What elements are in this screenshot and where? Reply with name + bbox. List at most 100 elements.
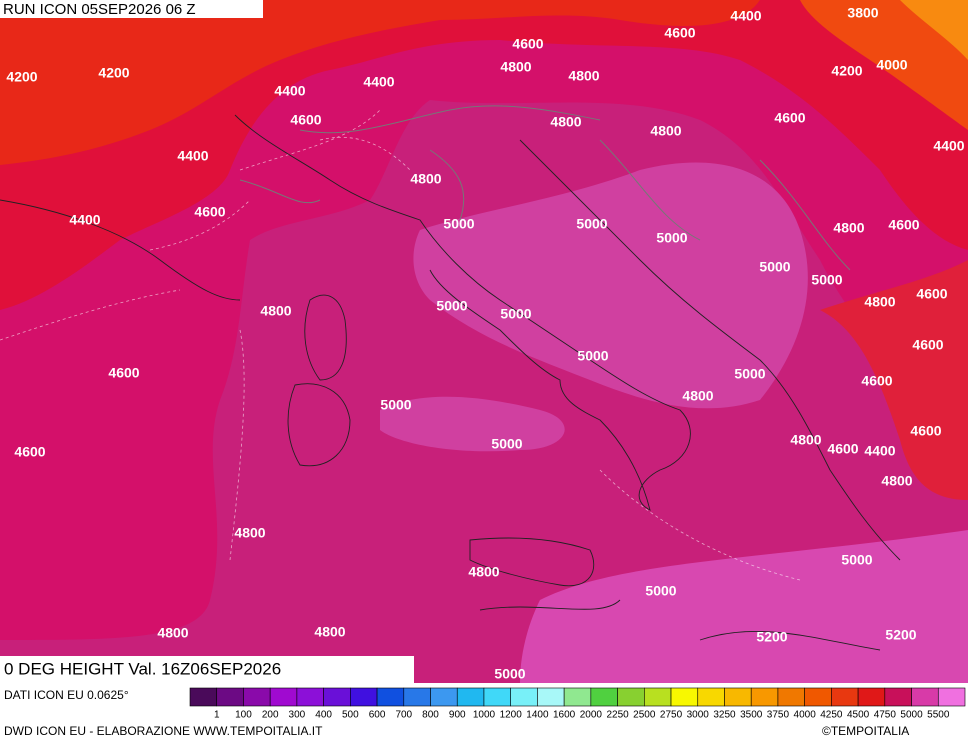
colorbar-swatch <box>350 687 378 707</box>
colorbar-label: 3000 <box>687 710 710 721</box>
contour-label: 4800 <box>234 525 265 541</box>
colorbar-swatch <box>243 687 271 707</box>
contour-label: 4400 <box>933 138 964 154</box>
colorbar-swatch <box>189 687 218 707</box>
colorbar-swatch <box>804 687 832 707</box>
contour-label: 4600 <box>290 112 321 128</box>
contour-label: 4200 <box>6 69 37 85</box>
colorbar-label: 5500 <box>927 710 950 721</box>
contour-label: 4800 <box>881 473 912 489</box>
contour-label: 5000 <box>841 552 872 568</box>
contour-label: 4400 <box>363 74 394 90</box>
coastline-misc <box>0 199 881 651</box>
contour-label: 5000 <box>811 272 842 288</box>
contour-label: 5000 <box>734 366 765 382</box>
colorbar-swatch <box>296 687 324 707</box>
contour-label: 5200 <box>885 627 916 643</box>
contour-label: 5000 <box>491 436 522 452</box>
zone-3800 <box>900 0 968 60</box>
isoline <box>0 109 411 341</box>
colorbar-swatch <box>483 687 511 707</box>
colorbar-label: 100 <box>235 710 252 721</box>
zone-5000-north <box>413 162 808 409</box>
colorbar-label: 4500 <box>847 710 870 721</box>
contour-label: 4400 <box>274 83 305 99</box>
contour-label: 4800 <box>500 59 531 75</box>
colorbar-swatch <box>323 687 351 707</box>
colorbar-label: 400 <box>315 710 332 721</box>
zone-4600 <box>0 0 968 640</box>
contour-label: 4400 <box>177 148 208 164</box>
colorbar-swatch <box>403 687 431 707</box>
contour-labels: 3800 4400 4600 4600 4200 4200 4800 4800 4200 4000… <box>6 5 964 682</box>
zone-greece-4400 <box>820 260 968 500</box>
contour-label: 5000 <box>443 216 474 232</box>
contour-label: 4600 <box>910 423 941 439</box>
colorbar: 1 100 200 300 400 500 600 700 800 900 1000 1200 1400… <box>189 687 966 721</box>
contour-label: 4800 <box>550 114 581 130</box>
colorbar-label: 3500 <box>740 710 763 721</box>
colorbar-label: 1 <box>214 710 220 721</box>
colorbar-swatch <box>590 687 618 707</box>
contour-label: 4400 <box>864 443 895 459</box>
run-label: RUN ICON 05SEP2026 06 Z <box>3 1 196 18</box>
colorbar-swatch <box>617 687 645 707</box>
colorbar-swatch <box>269 687 298 707</box>
colorbar-label: 3750 <box>767 710 790 721</box>
coastline-sicily <box>469 537 595 587</box>
contour-label: 4800 <box>833 220 864 236</box>
zone-4000 <box>800 0 968 130</box>
credit: DWD ICON EU - ELABORAZIONE WWW.TEMPOITAL… <box>4 724 323 738</box>
colorbar-label: 200 <box>262 710 279 721</box>
colorbar-label: 2000 <box>580 710 603 721</box>
contour-label: 5000 <box>656 230 687 246</box>
contour-label: 4800 <box>260 303 291 319</box>
zone-5200 <box>520 530 968 683</box>
colorbar-swatch <box>644 687 672 707</box>
colorbar-swatch <box>216 687 244 707</box>
coastline-italy <box>234 114 691 511</box>
colorbar-label: 2750 <box>660 710 683 721</box>
contour-label: 4600 <box>827 441 858 457</box>
contour-label: 5000 <box>759 259 790 275</box>
contour-label: 4600 <box>861 373 892 389</box>
contour-label: 4600 <box>916 286 947 302</box>
colorbar-swatch <box>777 687 805 707</box>
zone-5000-south <box>380 396 565 452</box>
isoline <box>229 329 801 581</box>
colorbar-swatch <box>937 687 966 707</box>
contour-label: 5000 <box>577 348 608 364</box>
title-box <box>0 656 414 683</box>
contour-label: 4600 <box>14 444 45 460</box>
contour-label: 4600 <box>912 337 943 353</box>
colorbar-swatch <box>376 687 405 707</box>
colorbar-label: 3250 <box>713 710 736 721</box>
copyright: ©TEMPOITALIA <box>822 724 909 738</box>
contour-label: 5000 <box>380 397 411 413</box>
contour-label: 4200 <box>831 63 862 79</box>
map-title: 0 DEG HEIGHT Val. 16Z06SEP2026 <box>4 659 281 678</box>
header-box <box>0 0 263 18</box>
contour-label: 4200 <box>98 65 129 81</box>
colorbar-swatch <box>911 687 939 707</box>
colorbar-swatch <box>456 687 485 707</box>
contour-label: 5000 <box>500 306 531 322</box>
colorbar-swatch <box>750 687 779 707</box>
colorbar-swatch <box>510 687 538 707</box>
contour-label: 4600 <box>774 110 805 126</box>
colorbar-label: 800 <box>422 710 439 721</box>
contour-label: 4800 <box>568 68 599 84</box>
colorbar-label: 300 <box>289 710 306 721</box>
contour-label: 5000 <box>576 216 607 232</box>
contour-label: 4400 <box>730 8 761 24</box>
colorbar-label: 900 <box>449 710 466 721</box>
source-label: DATI ICON EU 0.0625° <box>4 688 129 702</box>
contour-label: 4600 <box>664 25 695 41</box>
colorbar-label: 1200 <box>500 710 523 721</box>
contour-label: 4600 <box>108 365 139 381</box>
contour-label: 4600 <box>194 204 225 220</box>
country-border <box>239 105 851 271</box>
coastline-balkans <box>519 139 901 561</box>
